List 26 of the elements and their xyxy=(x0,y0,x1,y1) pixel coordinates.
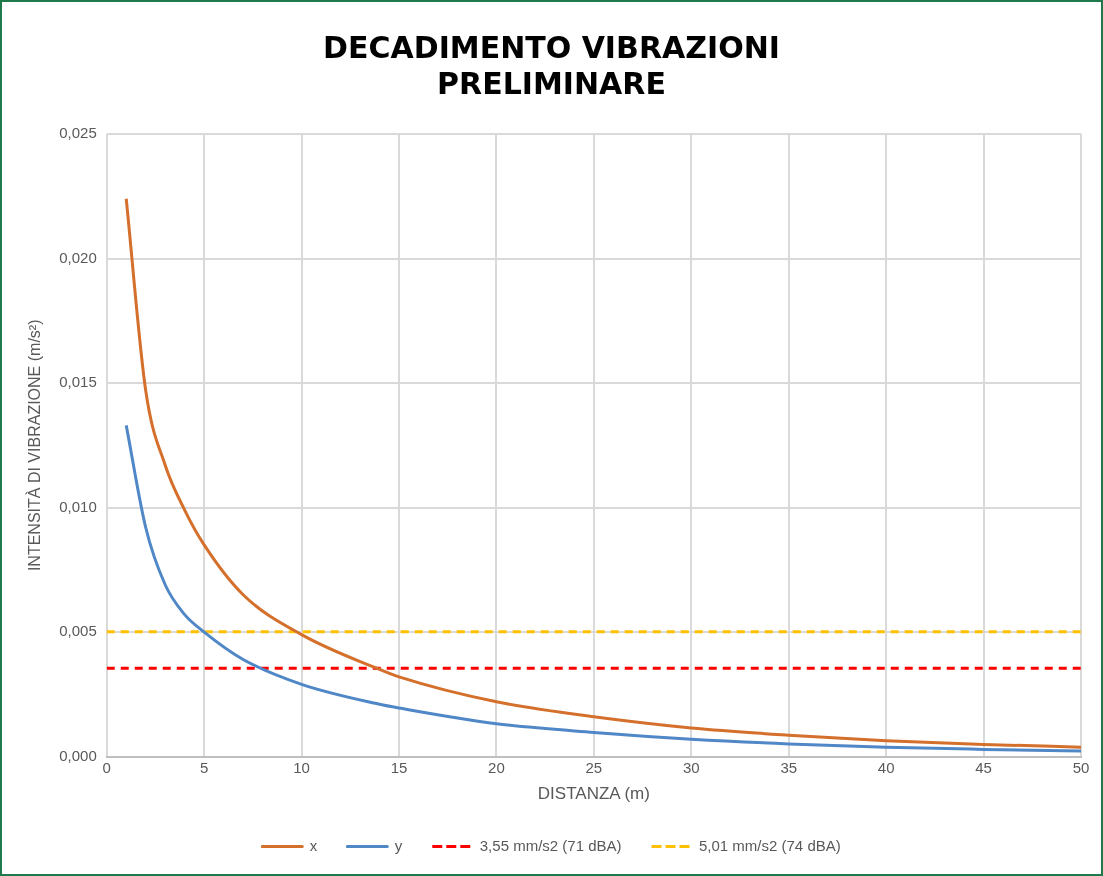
x-tick-label: 10 xyxy=(293,758,310,776)
x-axis-title: DISTANZA (m) xyxy=(537,784,650,804)
x-tick-label: 50 xyxy=(1072,758,1090,776)
x-tick-label: 30 xyxy=(682,758,700,776)
y-tick-label: 0,000 xyxy=(59,746,97,764)
x-tick-label: 0 xyxy=(102,758,111,776)
x-tick-label: 20 xyxy=(488,758,505,776)
y-tick-label: 0,015 xyxy=(59,373,97,391)
y-tick-label: 0,025 xyxy=(59,124,97,142)
chart-title: DECADIMENTO VIBRAZIONI PRELIMINARE xyxy=(323,29,780,101)
y-axis-title: INTENSITÀ DI VIBRAZIONE (m/s²) xyxy=(25,319,44,572)
x-tick-label: 45 xyxy=(975,758,992,776)
x-tick-label: 15 xyxy=(390,758,408,776)
x-tick-label: 35 xyxy=(780,758,798,776)
legend-label: y xyxy=(394,836,403,854)
legend-label: 3,55 mm/s2 (71 dBA) xyxy=(479,836,622,854)
y-tick-label: 0,005 xyxy=(59,622,97,640)
x-tick-label: 5 xyxy=(199,758,209,776)
legend-label: 5,01 mm/s2 (74 dBA) xyxy=(699,836,841,854)
legend-label: x xyxy=(309,836,318,854)
x-tick-label: 25 xyxy=(585,758,603,776)
line-series xyxy=(124,197,1081,749)
x-tick-label: 40 xyxy=(877,758,895,776)
line-series xyxy=(124,423,1081,753)
y-tick-label: 0,020 xyxy=(59,248,97,266)
y-tick-label: 0,010 xyxy=(59,497,97,515)
